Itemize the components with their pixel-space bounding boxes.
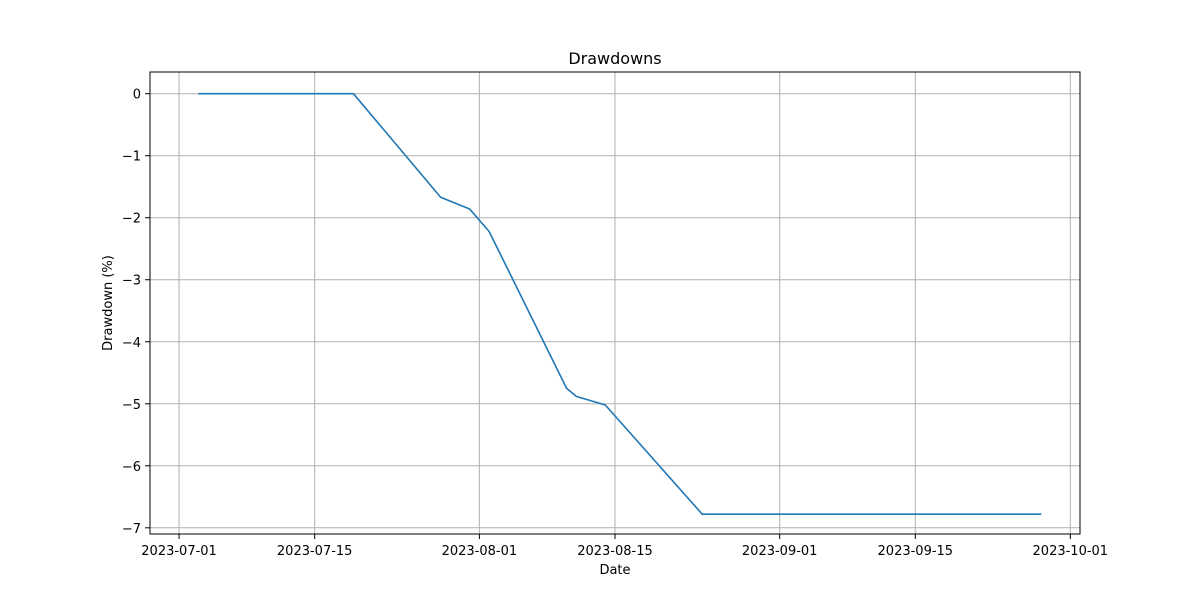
chart-title: Drawdowns	[568, 49, 661, 68]
y-tick-label: −7	[122, 522, 141, 537]
y-tick-label: −5	[122, 398, 141, 413]
x-tick-label: 2023-08-01	[442, 544, 518, 559]
y-tick-label: 0	[133, 88, 141, 103]
x-tick-label: 2023-07-01	[141, 544, 217, 559]
drawdown-series-line	[198, 92, 1042, 515]
x-tick-label: 2023-09-15	[878, 544, 954, 559]
y-tick-label: −6	[122, 460, 141, 475]
x-tick-label: 2023-10-01	[1033, 544, 1109, 559]
y-tick-label: −4	[122, 336, 141, 351]
tick-layer: 2023-07-01 2023-07-15 2023-08-01 2023-08-15…	[122, 88, 1108, 559]
grid-layer	[150, 72, 1080, 534]
x-tick-label: 2023-09-01	[742, 544, 818, 559]
x-axis-label: Date	[599, 563, 630, 578]
series-layer	[198, 92, 1042, 515]
x-tick-label: 2023-08-15	[577, 544, 653, 559]
y-axis-label: Drawdown (%)	[101, 255, 116, 351]
y-tick-label: −3	[122, 274, 141, 289]
x-tick-label: 2023-07-15	[277, 544, 353, 559]
y-tick-label: −2	[122, 212, 141, 227]
y-tick-label: −1	[122, 150, 141, 165]
